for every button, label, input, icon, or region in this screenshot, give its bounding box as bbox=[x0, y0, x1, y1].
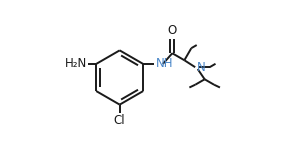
Text: N: N bbox=[197, 61, 206, 74]
Text: O: O bbox=[168, 24, 177, 37]
Text: NH: NH bbox=[156, 58, 174, 70]
Text: Cl: Cl bbox=[114, 114, 125, 127]
Text: H₂N: H₂N bbox=[65, 58, 87, 70]
